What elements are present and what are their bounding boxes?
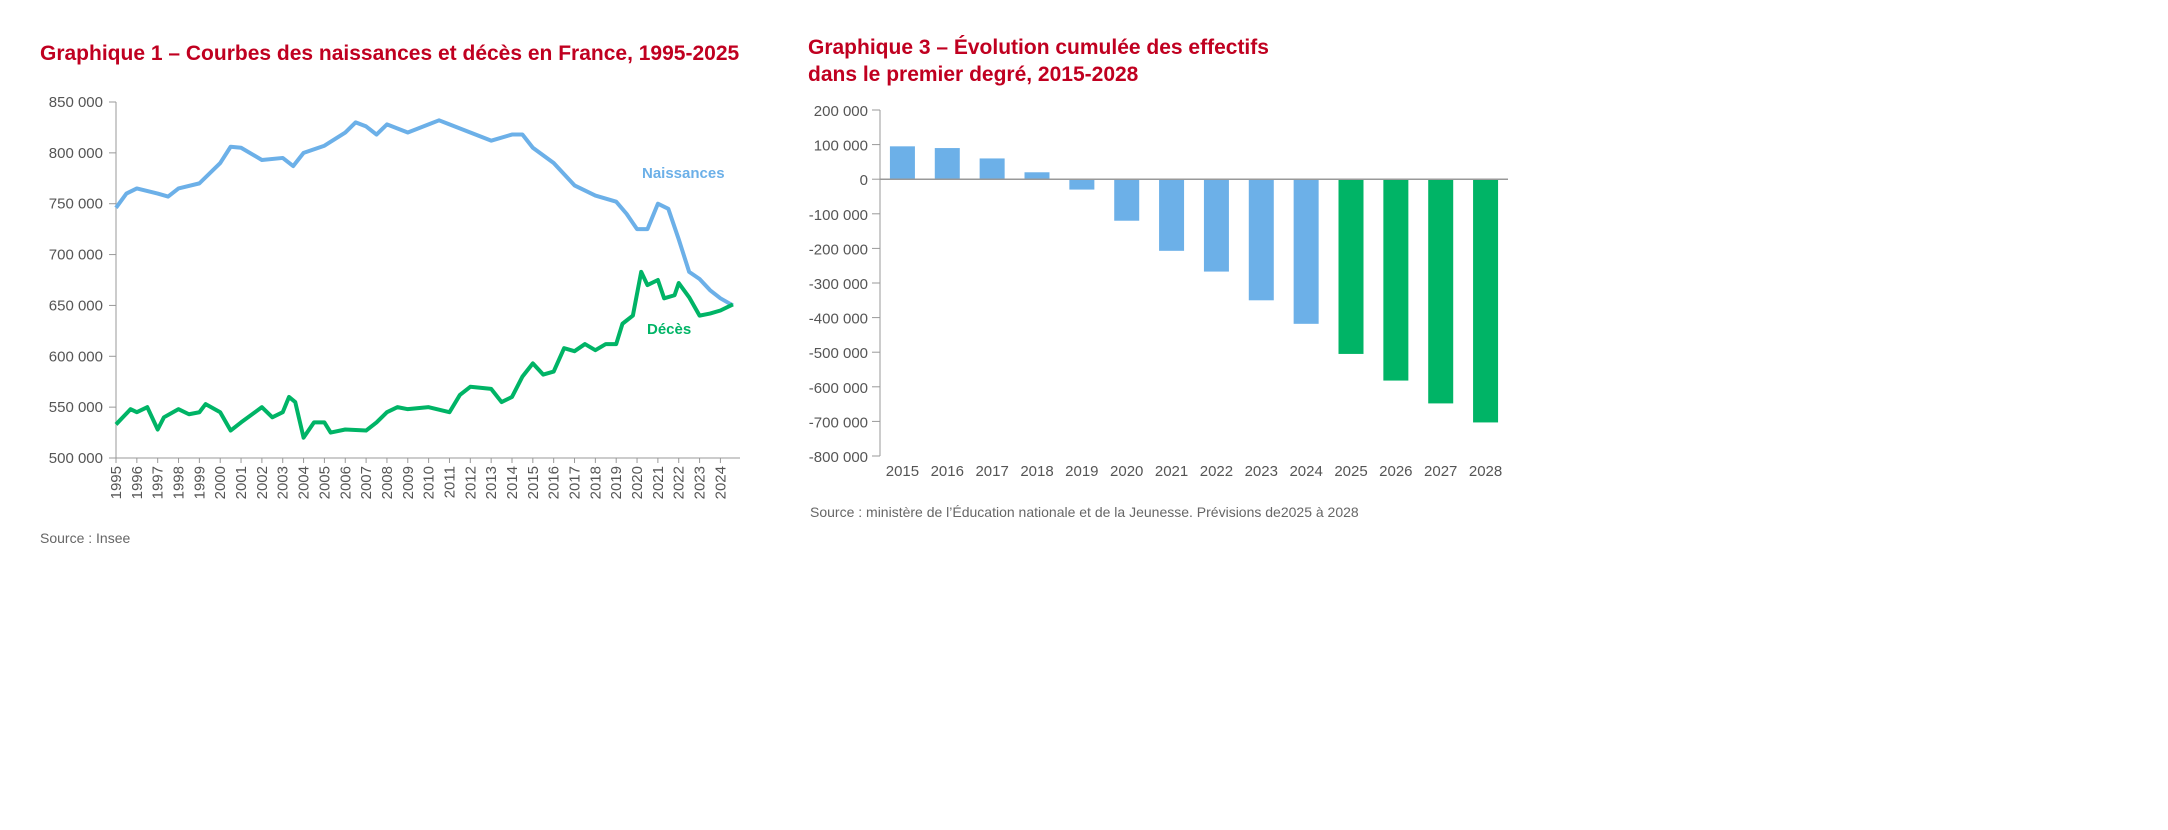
chart3-x-tick-label: 2023 xyxy=(1245,463,1278,480)
chart1-x-tick-label: 2011 xyxy=(441,466,458,498)
chart3-bar-2024 xyxy=(1293,179,1319,324)
chart3-y-tick-label: 200 000 xyxy=(814,103,868,120)
chart3-bar-2017 xyxy=(979,158,1005,180)
chart1-x-tick-label: 2000 xyxy=(212,466,229,499)
chart1-x-tick-label: 2019 xyxy=(608,466,625,499)
chart1-x-tick-label: 2014 xyxy=(504,466,521,499)
chart1-y-tick-label: 500 000 xyxy=(49,450,103,467)
chart1-y-tick-label: 550 000 xyxy=(49,399,103,416)
chart3-y-tick-label: 100 000 xyxy=(814,138,868,155)
chart3-bar-2020 xyxy=(1114,179,1140,221)
chart3-x-tick-label: 2027 xyxy=(1424,463,1457,480)
chart1-x-tick-label: 2005 xyxy=(316,466,333,499)
chart3-bar-2027 xyxy=(1428,179,1454,404)
chart3-bar-2018 xyxy=(1024,172,1050,180)
chart3-x-tick-label: 2019 xyxy=(1065,463,1098,480)
chart1-title: Graphique 1 – Courbes des naissances et … xyxy=(40,42,740,65)
chart3-title-line2: dans le premier degré, 2015-2028 xyxy=(808,63,1139,86)
chart1-x-tick-label: 2015 xyxy=(525,466,542,499)
chart3-bar-2016 xyxy=(934,148,960,180)
chart3-x-tick-label: 2020 xyxy=(1110,463,1143,480)
chart3-x-tick-label: 2015 xyxy=(886,463,919,480)
chart3-y-tick-label: 0 xyxy=(860,172,868,189)
chart3-bar-2021 xyxy=(1159,179,1185,251)
chart1-x-tick-label: 2009 xyxy=(400,466,417,499)
chart3-y-tick-label: -100 000 xyxy=(809,207,868,224)
chart1-y-tick-label: 750 000 xyxy=(49,196,103,213)
chart1-x-tick-label: 1995 xyxy=(108,466,125,499)
chart3-y-tick-label: -300 000 xyxy=(809,276,868,293)
chart1-y-tick-label: 700 000 xyxy=(49,247,103,264)
chart1-x-tick-label: 1999 xyxy=(191,466,208,499)
chart3-bar-2015 xyxy=(889,146,915,180)
chart3-y-tick-label: -800 000 xyxy=(809,449,868,466)
chart1-y-tick-label: 650 000 xyxy=(49,297,103,314)
chart1-x-tick-label: 2001 xyxy=(233,466,250,499)
chart3-y-tick-label: -200 000 xyxy=(809,241,868,258)
chart1-x-tick-label: 2002 xyxy=(254,466,271,499)
chart3-bar-2023 xyxy=(1248,179,1274,301)
chart3-y-tick-label: -500 000 xyxy=(809,345,868,362)
chart3-bar-2028 xyxy=(1473,179,1499,423)
chart1-x-tick-label: 1996 xyxy=(129,466,146,499)
chart3-x-tick-label: 2021 xyxy=(1155,463,1188,480)
chart3-x-tick-label: 2025 xyxy=(1334,463,1367,480)
chart1-line-naissances xyxy=(114,118,734,308)
chart3-bar-2025 xyxy=(1338,179,1364,354)
chart1-x-tick-label: 1997 xyxy=(150,466,167,499)
chart1-x-tick-label: 2024 xyxy=(712,466,729,499)
chart3-x-tick-label: 2026 xyxy=(1379,463,1412,480)
chart1-y-tick-label: 600 000 xyxy=(49,348,103,365)
chart1-y-tick-label: 800 000 xyxy=(49,145,103,162)
chart1-x-tick-label: 2007 xyxy=(358,466,375,499)
chart3-y-tick-label: -600 000 xyxy=(809,380,868,397)
chart1-x-tick-label: 2003 xyxy=(275,466,292,499)
chart3-x-tick-label: 2024 xyxy=(1289,463,1322,480)
chart1-x-tick-label: 2020 xyxy=(629,466,646,499)
chart1-x-tick-label: 2008 xyxy=(379,466,396,499)
chart3-x-tick-label: 2016 xyxy=(931,463,964,480)
chart3-title: Graphique 3 – Évolution cumulée des effe… xyxy=(808,34,1269,88)
chart3-y-tick-label: -400 000 xyxy=(809,311,868,328)
chart1-x-tick-label: 1998 xyxy=(171,466,188,499)
chart1-x-tick-label: 2016 xyxy=(546,466,563,499)
chart1-x-tick-label: 2012 xyxy=(462,466,479,499)
chart1-x-tick-label: 2023 xyxy=(692,466,709,499)
chart1-x-tick-label: 2018 xyxy=(587,466,604,499)
chart1-x-tick-label: 2021 xyxy=(650,466,667,499)
chart1-y-tick-label: 850 000 xyxy=(49,94,103,111)
chart3-bar-2022 xyxy=(1203,179,1229,272)
chart1-x-tick-label: 2017 xyxy=(567,466,584,499)
chart3-x-tick-label: 2022 xyxy=(1200,463,1233,480)
chart1-x-tick-label: 2022 xyxy=(671,466,688,499)
chart1-x-tick-label: 2004 xyxy=(296,466,313,499)
chart3-bar-2026 xyxy=(1383,179,1409,381)
chart1-label-naissances: Naissances xyxy=(642,165,725,182)
chart1-x-tick-label: 2013 xyxy=(483,466,500,499)
chart3-y-tick-label: -700 000 xyxy=(809,414,868,431)
chart1-x-tick-label: 2010 xyxy=(421,466,438,499)
chart3-x-tick-label: 2018 xyxy=(1020,463,1053,480)
chart1-source: Source : Insee xyxy=(40,530,131,546)
chart1-x-tick-label: 2006 xyxy=(337,466,354,499)
chart1-label-deces: Décès xyxy=(647,321,691,338)
chart3-title-line1: Graphique 3 – Évolution cumulée des effe… xyxy=(808,36,1269,59)
chart3-source: Source : ministère de l’Éducation nation… xyxy=(810,504,1359,520)
chart1-line-deces xyxy=(114,269,734,440)
chart3-x-tick-label: 2017 xyxy=(975,463,1008,480)
chart3-bar-2019 xyxy=(1069,179,1095,190)
chart3-x-tick-label: 2028 xyxy=(1469,463,1502,480)
